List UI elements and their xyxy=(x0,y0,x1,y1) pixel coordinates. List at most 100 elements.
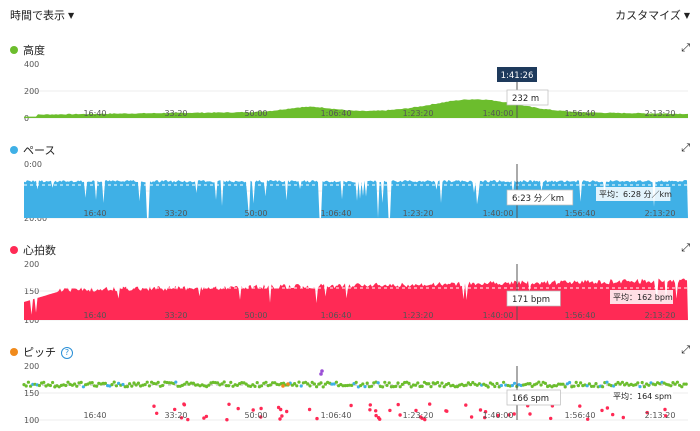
cadence-point xyxy=(225,418,229,422)
cadence-point xyxy=(594,382,598,386)
cadence-point xyxy=(259,406,263,411)
cadence-point xyxy=(310,380,314,384)
cadence-point xyxy=(513,381,517,385)
cadence-chart[interactable]: 200 150 100 16:40 33:20 50:00 1:06:40 1:23:20 1:… xyxy=(0,360,700,426)
cadence-point xyxy=(320,369,324,373)
cadence-point xyxy=(365,381,369,385)
heart-rate-dot-icon xyxy=(10,246,18,254)
cadence-point xyxy=(363,385,367,389)
cadence-point xyxy=(319,372,323,376)
x-tick-label: 33:20 xyxy=(164,209,187,218)
cadence-point xyxy=(176,384,180,388)
cadence-point xyxy=(535,382,539,386)
x-tick-label: 2:13:20 xyxy=(645,109,676,118)
expand-icon[interactable]: ⤢ xyxy=(681,41,690,54)
y-tick-label: 200 xyxy=(24,362,39,371)
cadence-point xyxy=(636,381,640,385)
cadence-point xyxy=(420,416,424,420)
cadence-point xyxy=(682,382,686,386)
top-toolbar: 時間で表示 ▼ カスタマイズ ▼ xyxy=(0,0,700,28)
x-tick-label: 33:20 xyxy=(164,109,187,118)
cadence-point xyxy=(611,412,615,417)
y-tick-label: 150 xyxy=(24,287,39,296)
cadence-point xyxy=(134,383,138,387)
help-icon[interactable]: ? xyxy=(61,347,73,359)
cadence-point xyxy=(466,381,470,385)
cadence-point xyxy=(260,384,264,388)
cadence-point xyxy=(673,382,677,386)
cadence-point xyxy=(394,384,398,388)
cadence-point xyxy=(445,409,449,413)
x-tick-label: 16:40 xyxy=(83,411,106,420)
cadence-point xyxy=(663,407,667,412)
cadence-point xyxy=(605,406,610,410)
cadence-point xyxy=(537,380,541,384)
customize-label: カスタマイズ xyxy=(615,9,681,22)
cadence-point xyxy=(427,382,431,386)
x-tick-label: 1:06:40 xyxy=(321,209,352,218)
cadence-point xyxy=(278,417,282,421)
pace-chart[interactable]: 0:0010:0020:0016:4033:2050:001:06:401:23… xyxy=(0,158,700,222)
cadence-point xyxy=(290,383,294,387)
cadence-point xyxy=(350,383,354,387)
cadence-point xyxy=(486,385,490,389)
customize-dropdown[interactable]: カスタマイズ ▼ xyxy=(615,7,690,23)
cadence-point xyxy=(510,383,514,388)
cadence-point xyxy=(293,382,297,386)
expand-icon[interactable]: ⤢ xyxy=(681,141,690,154)
y-tick-label: 400 xyxy=(24,60,39,69)
x-tick-label: 16:40 xyxy=(83,209,106,218)
cadence-point xyxy=(147,384,151,388)
cadence-point xyxy=(121,382,125,387)
cadence-point xyxy=(383,380,387,384)
cadence-point xyxy=(297,380,301,384)
cadence-point xyxy=(436,380,440,385)
cadence-point xyxy=(114,384,118,388)
heart-rate-area xyxy=(24,278,688,320)
x-tick-label: 1:23:20 xyxy=(403,411,434,420)
cadence-point xyxy=(26,380,30,384)
average-label-box xyxy=(610,290,673,304)
cadence-point xyxy=(528,412,532,416)
cadence-point xyxy=(361,382,365,386)
x-tick-label: 1:23:20 xyxy=(403,311,434,320)
x-tick-label: 16:40 xyxy=(83,311,106,320)
time-display-dropdown[interactable]: 時間で表示 ▼ xyxy=(10,7,74,23)
cadence-point xyxy=(447,381,451,386)
heart-rate-chart[interactable]: 20015010016:4033:2050:001:06:401:23:201:… xyxy=(0,258,700,324)
x-tick-label: 1:56:40 xyxy=(565,209,596,218)
cadence-point xyxy=(388,408,392,413)
cadence-point xyxy=(483,410,488,414)
cadence-point xyxy=(152,404,156,408)
altitude-title-text: 高度 xyxy=(23,44,45,57)
y-tick-label: 200 xyxy=(24,260,39,269)
cadence-point xyxy=(125,385,129,389)
cadence-point xyxy=(319,381,323,385)
cadence-point xyxy=(207,383,211,387)
cadence-point xyxy=(507,413,511,417)
cadence-point xyxy=(414,383,418,387)
cursor-time-box xyxy=(497,67,537,82)
cadence-point xyxy=(429,385,433,389)
cadence-point xyxy=(185,380,189,384)
cadence-point xyxy=(95,384,99,388)
cadence-point xyxy=(332,382,336,386)
cadence-point xyxy=(354,380,358,384)
cadence-point xyxy=(227,402,231,406)
y-tick-label: 150 xyxy=(24,389,39,398)
cadence-point xyxy=(81,385,85,389)
expand-icon[interactable]: ⤢ xyxy=(681,241,690,254)
x-tick-label: 1:06:40 xyxy=(321,109,352,118)
expand-icon[interactable]: ⤢ xyxy=(681,343,690,356)
cadence-point xyxy=(400,382,404,386)
x-tick-label: 50:00 xyxy=(244,311,267,320)
cadence-point xyxy=(315,416,319,421)
cadence-point xyxy=(255,381,259,385)
chevron-down-icon: ▼ xyxy=(68,11,75,20)
altitude-chart[interactable]: 400200016:4033:2050:001:06:401:23:201:40… xyxy=(0,58,700,122)
tooltip-text: 232 m xyxy=(512,94,539,104)
cadence-point xyxy=(315,385,319,389)
cadence-point xyxy=(253,384,257,388)
cadence-point xyxy=(483,415,487,420)
x-tick-label: 1:40:00 xyxy=(483,311,514,320)
